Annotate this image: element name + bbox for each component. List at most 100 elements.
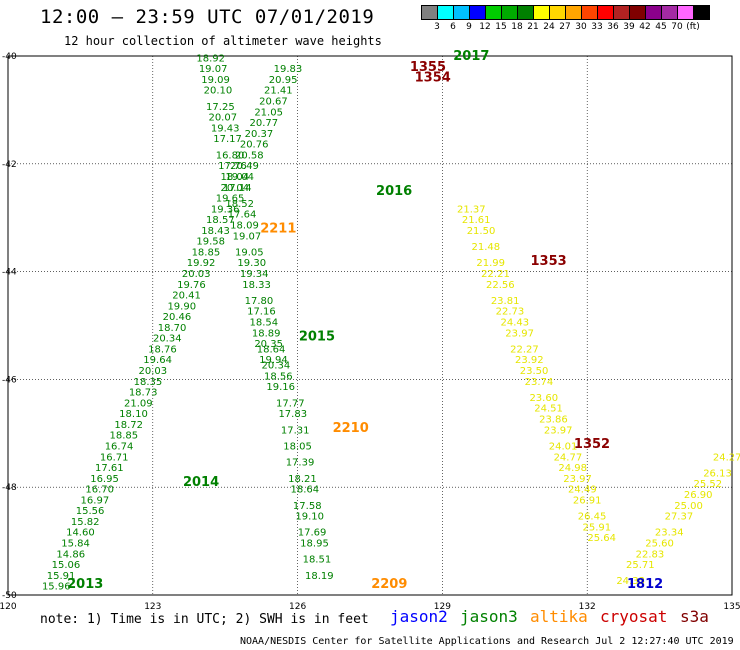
data-point-label: 19.64: [143, 355, 172, 366]
data-point-label: 22.56: [486, 280, 515, 291]
data-point-label: 18.70: [158, 323, 187, 334]
pass-number-label: 2014: [183, 475, 219, 490]
data-point-label: 20.03: [138, 366, 167, 377]
data-point-label: 23.34: [655, 528, 684, 539]
data-point-label: 27.37: [665, 512, 694, 523]
data-point-label: 18.64: [257, 344, 286, 355]
data-point-label: 19.16: [266, 382, 295, 393]
data-point-label: 20.41: [172, 291, 201, 302]
y-tick-label: -50: [2, 591, 17, 601]
data-point-label: 17.39: [286, 458, 315, 469]
pass-number-label: 2015: [299, 329, 335, 344]
data-point-label: 19.83: [274, 64, 303, 75]
data-point-label: 17.31: [281, 425, 310, 436]
legend-label: 70: [671, 22, 683, 32]
data-point-label: 23.97: [563, 474, 592, 485]
data-point-label: 17.64: [228, 210, 257, 221]
data-point-label: 19.92: [187, 258, 216, 269]
data-point-label: 19.94: [259, 355, 288, 366]
legend-label: 21: [527, 22, 539, 32]
data-point-label: 20.34: [153, 334, 182, 345]
data-point-label: 20.34: [262, 361, 291, 372]
data-point-label: 19.34: [240, 269, 269, 280]
data-point-label: 19.65: [216, 194, 245, 205]
pass-number-label: 2016: [376, 184, 412, 199]
data-point-label: 22.27: [510, 344, 539, 355]
data-point-label: 23.97: [544, 425, 573, 436]
x-tick-label: 120: [0, 602, 17, 612]
satellite-jason2: jason2: [390, 607, 448, 626]
legend-swatches: [421, 5, 710, 20]
satellite-cryosat: cryosat: [600, 607, 668, 626]
x-tick-label: 132: [579, 602, 596, 612]
data-point-label: 18.05: [283, 441, 312, 452]
data-point-label: 18.89: [252, 328, 281, 339]
data-point-label: 19.09: [201, 75, 230, 86]
satellite-s3a: s3a: [680, 607, 709, 626]
data-point-label: 20.67: [259, 97, 288, 108]
legend-label: 39: [623, 22, 635, 32]
data-point-label: 18.33: [242, 280, 271, 291]
x-tick-label: 123: [144, 602, 161, 612]
data-point-label: 21.37: [457, 204, 486, 215]
legend-labels: 3 6 9 12 15 18 21 24 27 30 33 36 39 42 45 70 (ft): [421, 22, 709, 32]
data-point-label: 20.95: [269, 75, 298, 86]
data-point-label: 14.60: [66, 528, 95, 539]
data-point-label: 18.95: [300, 538, 329, 549]
legend-label: 24: [543, 22, 555, 32]
data-point-label: 17.83: [278, 409, 307, 420]
data-point-label: 19.04: [225, 172, 254, 183]
data-point-label: 24.98: [558, 463, 587, 474]
data-point-label: 18.85: [192, 247, 221, 258]
data-point-label: 21.61: [462, 215, 491, 226]
data-point-label: 17.77: [276, 398, 305, 409]
legend-label: 36: [607, 22, 619, 32]
data-point-label: 24.77: [554, 452, 583, 463]
data-point-label: 19.05: [235, 247, 264, 258]
y-tick-label: -42: [2, 160, 17, 170]
legend-label: 9: [466, 22, 472, 32]
legend-label: 27: [559, 22, 571, 32]
data-point-label: 17.58: [293, 501, 322, 512]
data-point-label: 18.73: [129, 388, 158, 399]
data-point-label: 18.85: [110, 431, 139, 442]
data-point-label: 18.54: [249, 318, 278, 329]
data-point-label: 20.49: [230, 161, 259, 172]
pass-number-label: 1353: [530, 254, 566, 269]
data-point-label: 19.43: [211, 123, 240, 134]
data-point-label: 18.43: [201, 226, 230, 237]
data-point-label: 25.52: [694, 479, 723, 490]
data-point-label: 16.95: [90, 474, 119, 485]
data-point-label: 21.05: [254, 107, 283, 118]
data-point-label: 20.10: [204, 86, 233, 97]
data-point-label: 18.52: [225, 199, 254, 210]
data-point-label: 17.17: [213, 134, 242, 145]
data-point-label: 23.92: [515, 355, 544, 366]
data-point-label: 18.19: [305, 571, 334, 582]
data-point-label: 15.84: [61, 538, 90, 549]
data-point-label: 26.13: [703, 468, 732, 479]
data-point-label: 15.56: [76, 506, 105, 517]
pass-number-label: 2210: [333, 421, 369, 436]
data-point-label: 18.92: [196, 53, 225, 64]
data-point-label: 24.43: [500, 318, 529, 329]
pass-number-label: 1355: [410, 60, 446, 75]
data-point-label: 19.76: [177, 280, 206, 291]
plot-frame: [7, 55, 733, 596]
data-point-label: 26.45: [578, 512, 607, 523]
pass-number-label: 1352: [574, 437, 610, 452]
data-point-label: 20.37: [245, 129, 274, 140]
data-point-label: 17.14: [223, 183, 252, 194]
data-point-label: 21.09: [124, 398, 153, 409]
data-point-label: 19.30: [237, 258, 266, 269]
data-point-label: 20.46: [163, 312, 192, 323]
data-point-label: 24.01: [549, 441, 578, 452]
data-point-label: 18.56: [264, 371, 293, 382]
data-point-label: 16.97: [81, 495, 110, 506]
data-point-label: 16.74: [105, 441, 134, 452]
data-point-label: 19.07: [233, 231, 262, 242]
data-point-label: 18.21: [288, 474, 317, 485]
data-point-label: 26.91: [573, 495, 602, 506]
page-subtitle: 12 hour collection of altimeter wave hei…: [64, 34, 382, 48]
